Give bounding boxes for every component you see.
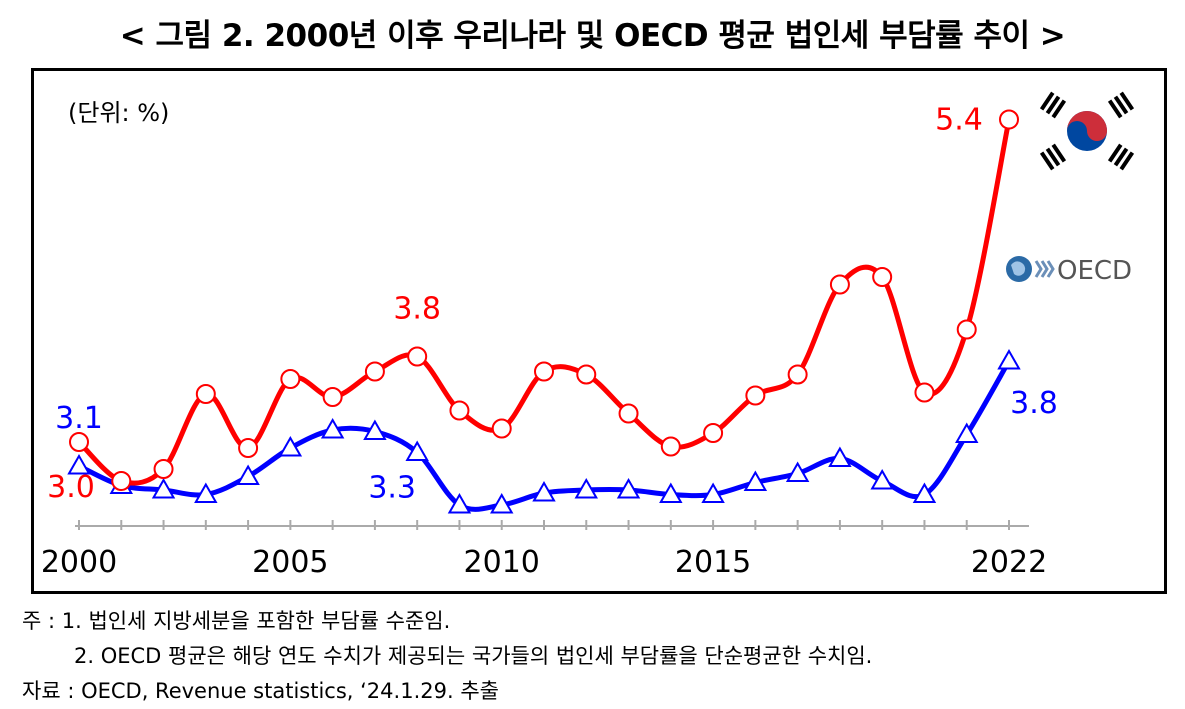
oecd-point: [490, 492, 514, 514]
data-label-korea: 3.8: [393, 292, 441, 327]
footnote-2: 2. OECD 평균은 해당 연도 수치가 제공되는 국가들의 법인세 부담률을…: [74, 644, 873, 668]
data-label-layer: 3.1 3.0 3.8 3.3 5.4 3.8: [47, 103, 1058, 506]
data-label-korea: 5.4: [935, 103, 983, 138]
x-axis: 2000 2005 2010 2015 2022: [41, 520, 1047, 580]
series-line-korea: [77, 119, 1012, 486]
unit-label: (단위: %): [68, 99, 169, 127]
korea-point: [703, 423, 724, 443]
korea-point: [407, 346, 428, 367]
data-label-oecd: 3.1: [55, 401, 103, 436]
korea-point: [956, 319, 977, 340]
oecd-point: [912, 482, 937, 503]
korea-point: [829, 274, 850, 295]
x-tick-label: 2000: [41, 545, 117, 580]
oecd-point: [320, 417, 345, 439]
oecd-point: [151, 477, 176, 499]
oecd-point: [785, 461, 810, 482]
korea-point: [745, 385, 766, 406]
oecd-point: [405, 440, 429, 461]
oecd-point: [659, 482, 683, 503]
oecd-point: [616, 477, 641, 499]
korea-point: [364, 361, 385, 382]
korea-point: [69, 432, 89, 452]
legend-logos: OECD: [1006, 91, 1135, 286]
oecd-point: [701, 482, 725, 503]
korea-point: [576, 364, 597, 385]
korea-point: [322, 387, 343, 407]
korea-point: [491, 418, 512, 439]
korea-point: [195, 384, 216, 404]
line-chart: 2000 2005 2010 2015 2022 3.13.03.83.35.43.8 …: [41, 91, 1135, 580]
oecd-point: [67, 453, 91, 475]
oecd-logo-icon: OECD: [1006, 256, 1132, 286]
oecd-point: [955, 422, 979, 443]
korea-point: [153, 459, 174, 479]
oecd-point: [363, 419, 387, 440]
oecd-point: [532, 480, 556, 502]
data-label-oecd: 3.8: [1010, 386, 1058, 421]
korea-point: [534, 361, 554, 382]
oecd-point: [828, 446, 852, 467]
x-tick-label: 2022: [971, 545, 1047, 580]
korea-point: [914, 382, 935, 403]
oecd-point: [194, 482, 218, 503]
x-tick-label: 2005: [252, 545, 328, 580]
oecd-point: [870, 468, 894, 490]
korea-point: [872, 267, 893, 287]
oecd-logo-text: OECD: [1057, 256, 1132, 286]
korea-point: [999, 109, 1019, 130]
source-note: 자료 : OECD, Revenue statistics, ‘24.1.29.…: [22, 679, 499, 703]
chart-frame: 2000 2005 2010 2015 2022 3.1 3.0 3.8 3.3 5.4 3.8 …: [31, 68, 1167, 594]
oecd-point: [574, 477, 598, 499]
series-layer: [67, 109, 1021, 514]
data-label-oecd: 3.3: [368, 471, 416, 506]
korea-point: [280, 369, 301, 389]
oecd-point: [278, 435, 303, 457]
korea-point: [449, 400, 470, 421]
korea-point: [238, 438, 259, 458]
chart-title: < 그림 2. 2000년 이후 우리나라 및 OECD 평균 법인세 부담률 …: [119, 18, 1066, 54]
data-label-korea: 3.0: [47, 470, 95, 505]
x-tick-label: 2015: [675, 545, 751, 580]
oecd-point: [236, 464, 260, 485]
korea-point: [660, 436, 681, 457]
x-tick-label: 2010: [464, 545, 540, 580]
oecd-point: [743, 470, 768, 491]
korea-point: [618, 403, 639, 424]
korea-point: [787, 364, 808, 385]
korea-flag-icon: [1039, 91, 1135, 171]
oecd-point: [997, 348, 1021, 370]
oecd-point: [447, 492, 472, 514]
korea-point: [111, 471, 132, 491]
footnote-1: 주 : 1. 법인세 지방세분을 포함한 부담률 수준임.: [22, 609, 451, 633]
